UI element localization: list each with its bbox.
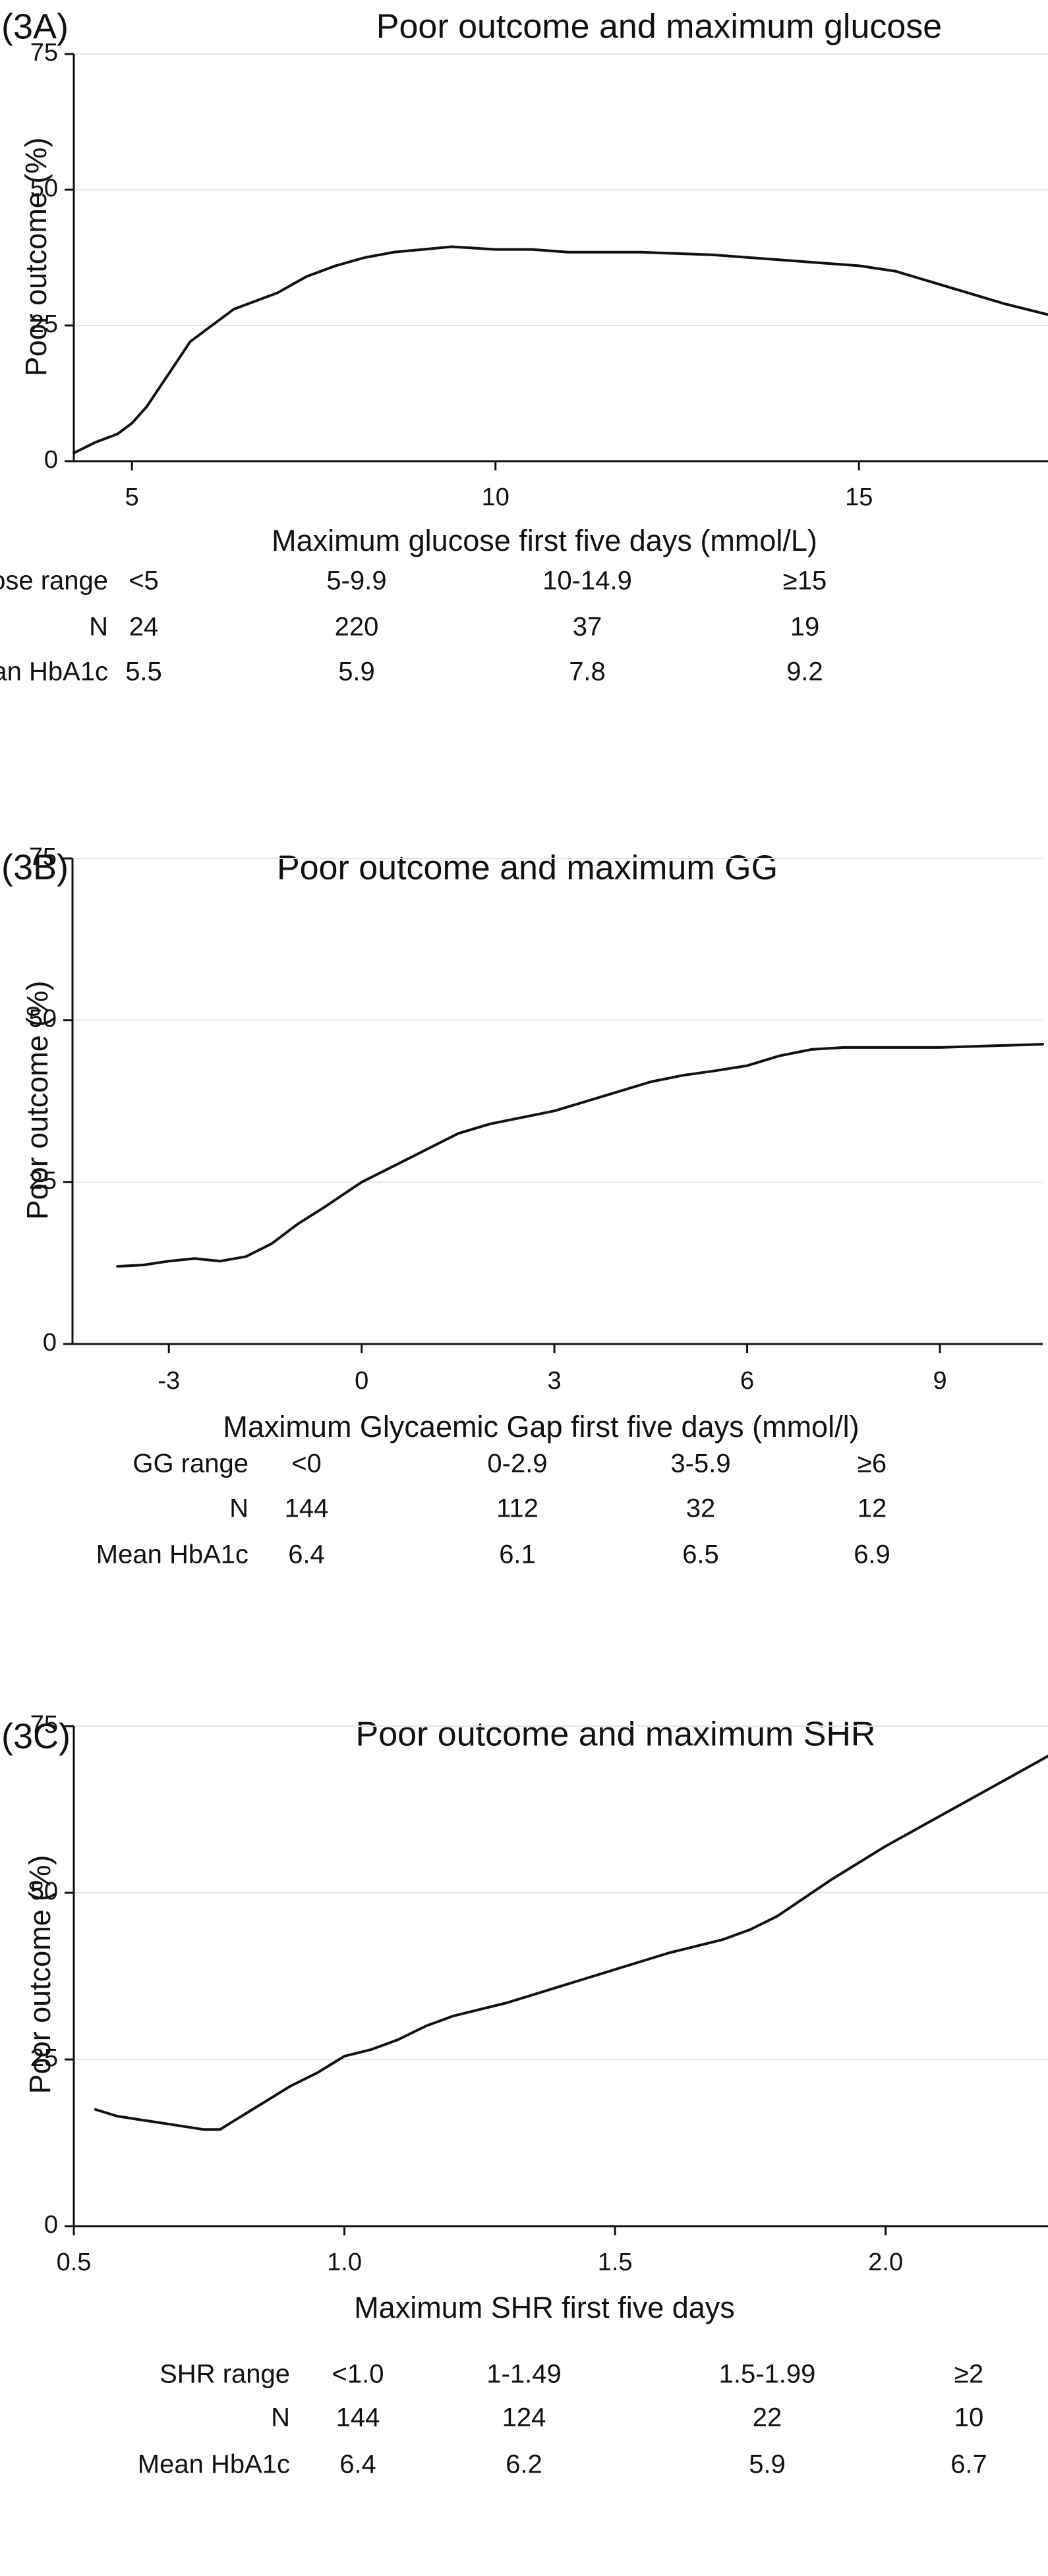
x-tick-label: 15 [845,484,873,511]
chart-title: Poor outcome and maximum glucose [376,8,942,46]
chart-panel-1: (3A) Poor outcome and maximum glucose 0 25 5… [0,7,1048,686]
table-row-label: N [229,1494,248,1523]
table-cell: 6.7 [950,2450,987,2479]
summary-table: Glucose range N Mean HbA1c <5 24 5.5 5-9.9 220 5… [0,567,827,686]
x-tick-label: 0 [355,1367,368,1395]
table-cell: ≥15 [783,567,827,596]
table-cell: 6.9 [854,1540,890,1569]
table-cell: 5.9 [338,658,375,686]
x-tick-label: -3 [158,1367,180,1395]
y-tick-label: 50 [30,175,58,202]
series-line-1 [116,1043,1044,1268]
table-cell: ≥2 [954,2360,983,2389]
series-line-1 [73,245,1048,455]
x-tick-label: 6 [740,1367,754,1395]
table-cell: 220 [335,613,379,642]
table-cell: 1.5-1.99 [719,2360,816,2389]
table-row-label: GG range [132,1449,248,1478]
table-cell: 32 [686,1494,716,1523]
y-tick-label: 0 [44,2211,58,2239]
axes [73,1726,1048,2227]
x-tick-label: 2.0 [868,2249,903,2276]
panel-label: (3C) [1,1716,71,1756]
y-tick-label: 25 [30,310,58,338]
table-cell: 6.2 [506,2450,542,2479]
chart-panel-2: (3B) Poor outcome and maximum GG 0 25 50 75 -3… [1,843,1044,1569]
y-tick-label: 0 [44,446,58,474]
table-cell: 12 [858,1494,887,1523]
summary-table: GG range N Mean HbA1c <0 144 6.4 0-2.9 112 6.1 3-… [96,1449,890,1569]
table-cell: 6.4 [288,1540,325,1569]
table-row-label: N [89,613,108,642]
y-tick-label: 75 [30,1711,58,1739]
x-tick-label: 9 [933,1367,946,1395]
y-axis-title: Poor outcome (%) [23,1855,57,2094]
table-cell: <1.0 [332,2360,384,2389]
x-axis-title: Maximum Glycaemic Gap first five days (m… [223,1410,859,1443]
table-cell: 5-9.9 [326,567,386,596]
table-cell: 112 [496,1494,539,1523]
table-cell: 6.4 [339,2450,376,2479]
y-tick-label: 50 [29,1005,57,1033]
x-tick-label: 1.5 [598,2249,633,2276]
table-cell: 124 [502,2403,546,2432]
table-row-label: Mean HbA1c [138,2450,290,2479]
table-cell: ≥6 [858,1449,887,1478]
x-axis-title: Maximum SHR first five days [354,2291,735,2324]
x-tick-label: 1.0 [327,2249,362,2276]
y-tick-label: 25 [29,1167,57,1194]
chart-title: Poor outcome and maximum GG [277,849,778,887]
y-tick-label: 50 [30,1878,58,1905]
x-tick-label: 0.5 [57,2249,92,2276]
x-tick-label: 10 [482,484,509,511]
table-row-label: N [271,2403,290,2432]
table-row-label: SHR range [160,2360,290,2389]
y-axis-title: Poor outcome (%) [20,981,54,1220]
x-tick-label: 5 [125,484,139,511]
table-cell: 19 [790,613,820,642]
table-cell: 144 [336,2403,380,2432]
table-cell: <5 [129,567,159,596]
table-cell: 24 [129,613,159,642]
table-cell: 9.2 [786,658,823,686]
table-cell: 1-1.49 [486,2360,561,2389]
summary-table: SHR range N Mean HbA1c <1.0 144 6.4 1-1.49 124 6… [138,2360,987,2479]
table-cell: 0-2.9 [487,1449,547,1478]
axes [71,858,1043,1345]
table-row-label: Mean HbA1c [0,658,108,686]
y-tick-label: 75 [29,843,57,871]
y-axis-title: Poor outcome (%) [19,138,53,377]
table-cell: 7.8 [569,658,606,686]
table-cell: 22 [753,2403,782,2432]
chart-panel-3: (3C) Poor outcome and maximum SHR 0 25 50 75 0… [1,1711,1048,2479]
panel-label: (3A) [1,7,69,46]
y-tick-label: 25 [30,2044,58,2072]
table-cell: 5.5 [125,658,162,686]
table-cell: 6.1 [499,1540,536,1569]
table-cell: <0 [291,1449,322,1478]
table-cell: 10 [954,2403,984,2432]
y-tick-label: 0 [43,1329,57,1357]
chart-title: Poor outcome and maximum SHR [356,1716,876,1754]
series-line-1 [94,1754,1048,2131]
table-cell: 6.5 [682,1540,719,1569]
table-cell: 144 [285,1494,329,1523]
x-tick-label: 3 [548,1367,562,1395]
table-cell: 10-14.9 [542,567,632,596]
table-cell: 37 [573,613,602,642]
panel-label: (3B) [1,847,69,887]
axes [73,54,1048,462]
table-row-label: Glucose range [0,567,108,596]
y-tick-label: 75 [30,39,58,67]
table-cell: 3-5.9 [670,1449,730,1478]
x-axis-title: Maximum glucose first five days (mmol/L) [272,524,817,557]
table-cell: 5.9 [749,2450,786,2479]
table-row-label: Mean HbA1c [96,1540,248,1569]
